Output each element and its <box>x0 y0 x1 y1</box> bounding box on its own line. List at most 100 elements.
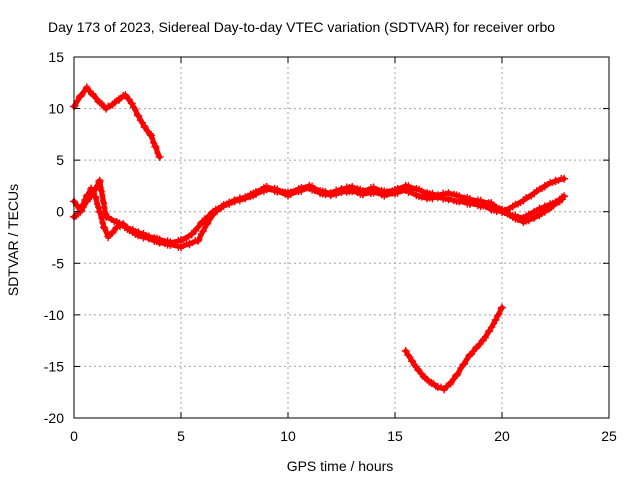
data-point <box>316 187 325 196</box>
data-point <box>465 351 474 360</box>
y-axis-label: SDTVAR / TECUs <box>5 184 21 296</box>
data-point <box>540 202 549 211</box>
data-point <box>478 336 487 345</box>
data-point <box>391 186 399 195</box>
data-point <box>185 239 194 248</box>
data-point <box>358 187 367 196</box>
x-axis-label: GPS time / hours <box>287 458 394 474</box>
data-point-marker <box>88 194 95 201</box>
x-tick-label: 20 <box>494 428 510 444</box>
data-point <box>491 316 500 325</box>
data-point-marker <box>95 204 102 211</box>
data-point <box>560 192 569 201</box>
data-point <box>485 327 494 336</box>
data-point <box>414 366 423 375</box>
data-point <box>476 199 485 208</box>
data-point <box>123 224 132 233</box>
y-tick-label: 10 <box>48 101 64 117</box>
data-point <box>508 202 517 211</box>
data-point-marker <box>189 239 196 246</box>
data-point-marker <box>558 174 565 181</box>
data-point-marker <box>74 97 81 104</box>
data-point <box>412 185 421 194</box>
data-point <box>151 142 160 151</box>
data-point <box>408 357 417 366</box>
data-point <box>420 373 429 382</box>
y-tick-label: -5 <box>52 255 65 271</box>
data-point <box>519 196 528 205</box>
data-point <box>108 100 117 109</box>
data-point <box>369 183 378 192</box>
data-point <box>219 201 228 210</box>
data-point-marker <box>100 220 107 227</box>
series-layer <box>70 83 569 394</box>
data-point <box>155 153 164 162</box>
y-tick-label: 5 <box>56 152 64 168</box>
data-point <box>134 111 143 120</box>
data-point <box>194 236 203 245</box>
chart-title: Day 173 of 2023, Sidereal Day-to-day VTE… <box>48 19 555 35</box>
data-point <box>427 378 436 387</box>
data-point <box>147 131 156 140</box>
data-point <box>89 91 98 100</box>
data-point <box>284 189 292 198</box>
grid <box>74 57 609 418</box>
data-point <box>519 213 528 222</box>
data-point <box>198 218 207 227</box>
data-point <box>440 385 449 394</box>
data-point <box>273 186 282 195</box>
data-point <box>305 181 314 190</box>
data-point <box>95 98 104 107</box>
data-point <box>380 188 389 197</box>
data-point <box>401 346 410 355</box>
data-point <box>530 207 539 216</box>
data-point <box>114 95 123 104</box>
series-segment-1 <box>70 83 164 162</box>
y-tick-label: 0 <box>56 204 64 220</box>
y-tick-label: -10 <box>44 307 64 323</box>
x-tick-label: 10 <box>280 428 296 444</box>
data-point <box>166 238 175 247</box>
data-point <box>134 228 143 237</box>
data-point <box>337 185 346 194</box>
data-point-marker <box>496 311 503 318</box>
series-segment-5 <box>401 303 506 394</box>
data-point <box>121 91 130 100</box>
data-point-marker <box>94 201 101 208</box>
data-point <box>459 360 468 369</box>
data-point <box>241 193 250 202</box>
data-point <box>294 185 303 194</box>
data-point-marker <box>192 227 199 234</box>
data-point <box>230 196 239 205</box>
y-tick-label: 15 <box>48 49 64 65</box>
data-point-marker <box>94 182 101 189</box>
data-point <box>551 176 560 185</box>
data-point <box>530 189 539 198</box>
data-point <box>444 189 453 198</box>
data-point <box>102 104 111 113</box>
data-point-marker <box>205 214 212 221</box>
data-point <box>423 189 432 198</box>
data-point <box>560 174 569 183</box>
data-point <box>326 189 335 198</box>
data-point <box>112 218 121 227</box>
series-segment-4 <box>465 174 569 216</box>
data-point-marker <box>489 324 496 331</box>
data-point-marker <box>119 221 126 228</box>
data-point-marker <box>418 187 425 194</box>
plot-frame <box>73 56 610 419</box>
data-point <box>433 383 442 392</box>
data-point <box>251 188 260 197</box>
x-tick-label: 15 <box>387 428 403 444</box>
x-tick-label: 25 <box>601 428 617 444</box>
data-point-marker <box>195 224 202 231</box>
data-point-marker <box>140 119 147 126</box>
data-point <box>433 191 442 200</box>
data-point-marker <box>80 204 87 211</box>
data-point <box>498 207 506 216</box>
data-point <box>348 182 357 191</box>
data-point <box>99 223 108 232</box>
data-point <box>140 123 149 132</box>
data-point <box>540 181 549 190</box>
